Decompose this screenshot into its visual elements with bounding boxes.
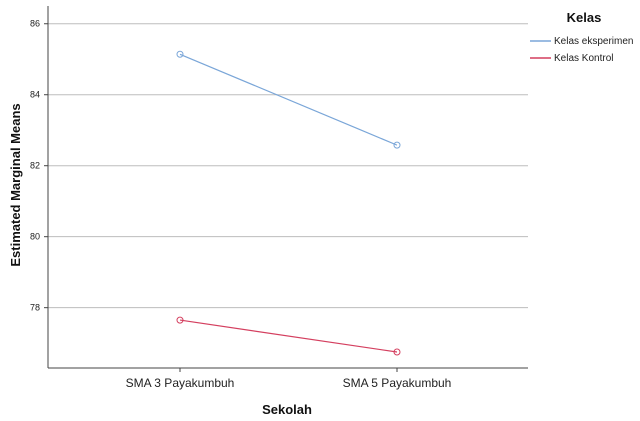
axis-layer (44, 6, 528, 372)
legend-label: Kelas Kontrol (554, 53, 613, 64)
legend: Kelas Kelas eksperimen Kelas Kontrol (530, 10, 633, 64)
y-tick-label: 78 (30, 303, 40, 313)
legend-label: Kelas eksperimen (554, 36, 633, 47)
series-line (179, 53, 398, 146)
series-line (179, 319, 398, 353)
data-point (393, 141, 401, 149)
data-point (393, 348, 401, 356)
series-layer (176, 50, 401, 356)
data-point (176, 316, 184, 324)
label-layer: 78 80 82 84 86 SMA 3 Payakumbuh SMA 5 Payakumb… (30, 19, 451, 390)
y-tick-label: 82 (30, 161, 40, 171)
grid-layer (48, 23, 528, 309)
y-tick-label: 80 (30, 232, 40, 242)
x-axis-title: Sekolah (262, 402, 312, 417)
legend-title: Kelas (567, 10, 602, 25)
y-tick-label: 86 (30, 19, 40, 29)
y-axis-title: Estimated Marginal Means (8, 103, 23, 266)
x-tick-label: SMA 3 Payakumbuh (126, 376, 235, 390)
x-tick-label: SMA 5 Payakumbuh (343, 376, 452, 390)
data-point (176, 50, 184, 58)
y-tick-label: 84 (30, 90, 40, 100)
